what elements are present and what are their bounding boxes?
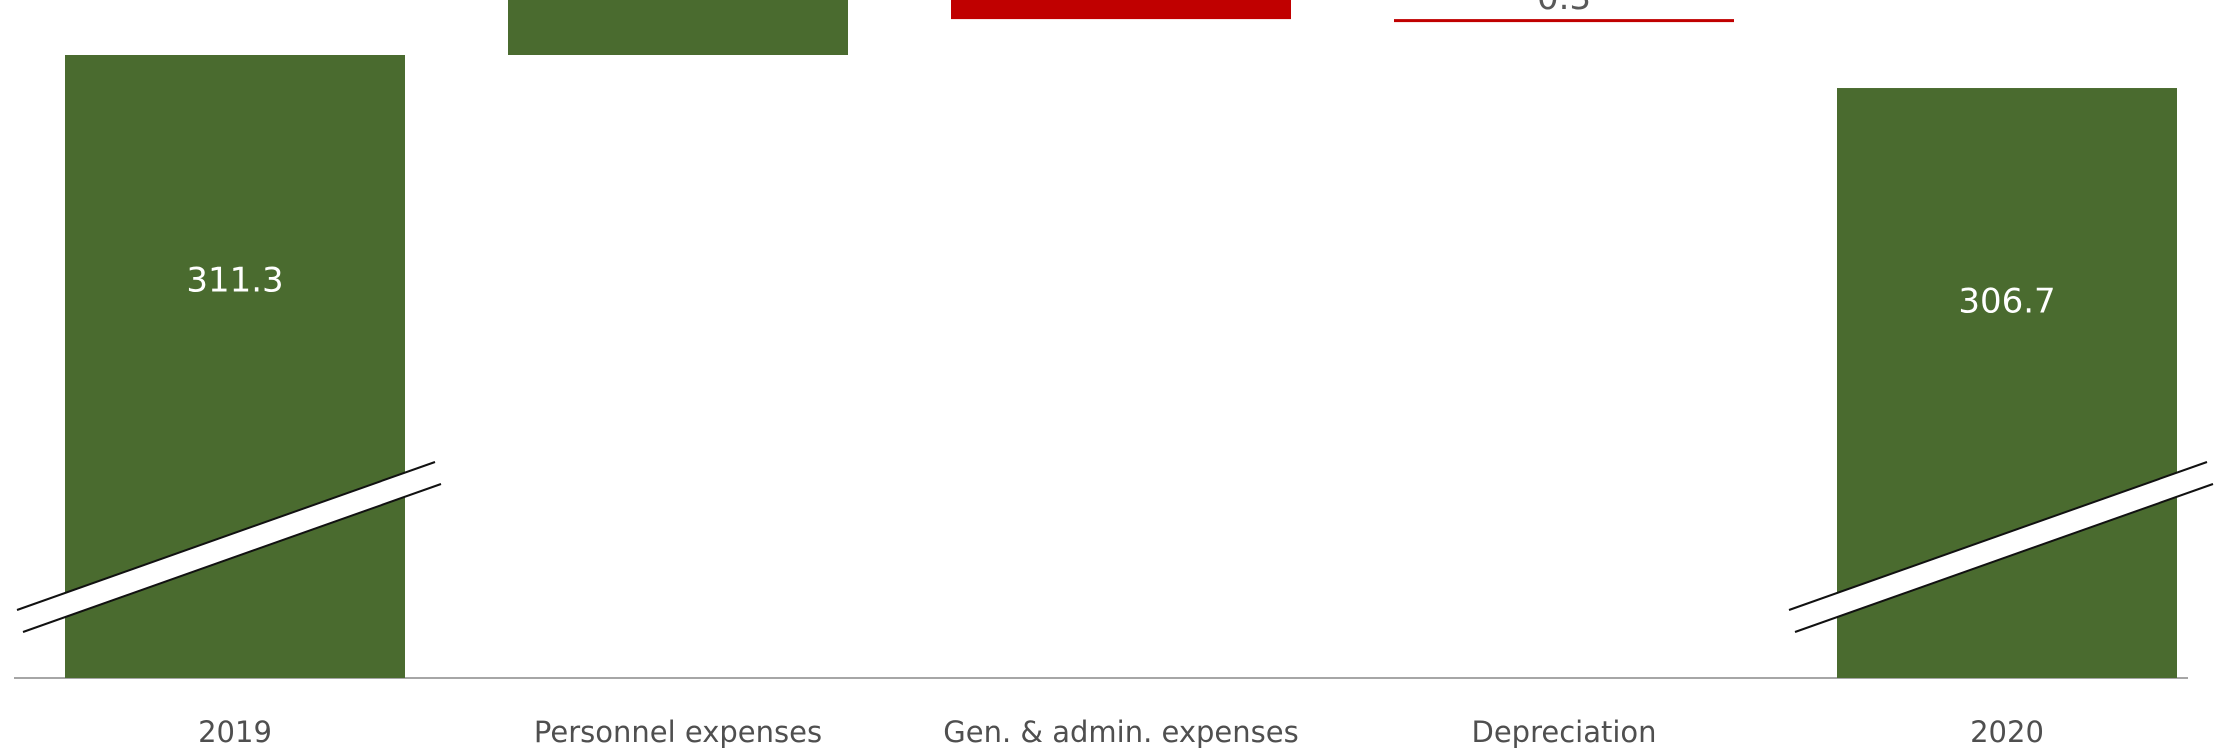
category-tick-label: 2019: [198, 715, 272, 749]
axis-break-gap: [1789, 462, 2213, 632]
data-label: 0.3: [1537, 0, 1591, 18]
category-tick-label: Personnel expenses: [534, 715, 822, 749]
category-tick-label: Depreciation: [1471, 715, 1656, 749]
data-label: 311.3: [186, 260, 283, 300]
axis-break-line: [1788, 461, 2208, 611]
bar-personnel-expenses: [508, 0, 848, 55]
axis-break-gap: [17, 462, 441, 632]
bar-gen-admin-expenses: [951, 0, 1291, 20]
axis-break-line: [22, 483, 442, 633]
bar-depreciation: [1394, 19, 1734, 23]
axis-break-line: [1794, 483, 2214, 633]
category-tick-label: 2020: [1970, 715, 2044, 749]
axis-break-line: [16, 461, 436, 611]
category-tick-label: Gen. & admin. expenses: [943, 715, 1298, 749]
data-label: 306.7: [1958, 281, 2055, 321]
